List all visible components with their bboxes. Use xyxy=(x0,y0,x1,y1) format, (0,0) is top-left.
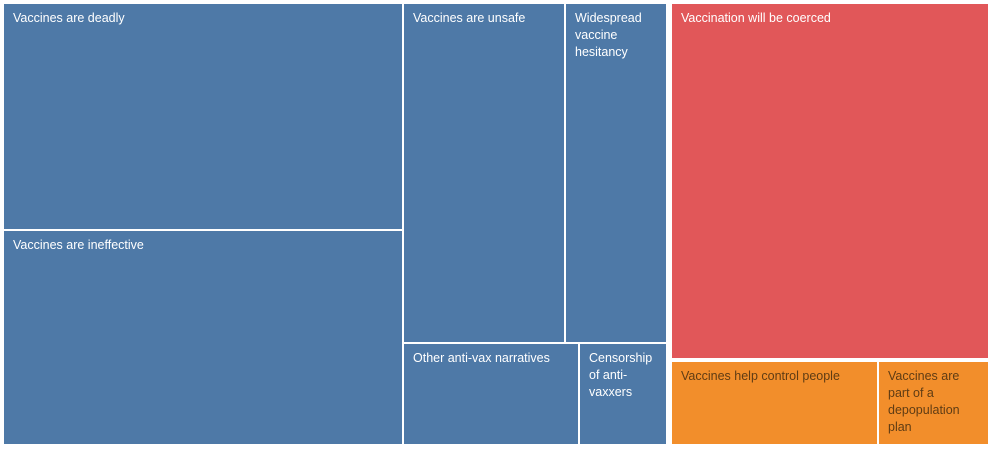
treemap-cell-label: Censorship of anti-vaxxers xyxy=(589,351,653,399)
treemap-cell-vaccines-are-deadly[interactable]: Vaccines are deadly xyxy=(4,4,402,229)
treemap-cell-label: Vaccines are unsafe xyxy=(413,11,526,25)
treemap-cell-label: Widespread vaccine hesitancy xyxy=(575,11,642,59)
treemap-cell-vaccination-will-be-coerced[interactable]: Vaccination will be coerced xyxy=(672,4,988,358)
treemap-cell-vaccines-help-control-people[interactable]: Vaccines help control people xyxy=(672,362,877,444)
treemap-cell-label: Vaccines are part of a depopulation plan xyxy=(888,369,960,434)
treemap-cell-label: Vaccines are deadly xyxy=(13,11,125,25)
treemap-cell-vaccines-are-unsafe[interactable]: Vaccines are unsafe xyxy=(404,4,564,342)
treemap-cell-label: Other anti-vax narratives xyxy=(413,351,550,365)
treemap-cell-label: Vaccination will be coerced xyxy=(681,11,831,25)
treemap-cell-widespread-vaccine-hesitancy[interactable]: Widespread vaccine hesitancy xyxy=(566,4,666,342)
treemap-cell-censorship-of-anti-vaxxers[interactable]: Censorship of anti-vaxxers xyxy=(580,344,666,444)
treemap-cell-other-anti-vax-narratives[interactable]: Other anti-vax narratives xyxy=(404,344,578,444)
treemap-cell-label: Vaccines are ineffective xyxy=(13,238,144,252)
treemap-cell-vaccines-depopulation-plan[interactable]: Vaccines are part of a depopulation plan xyxy=(879,362,988,444)
treemap-cell-label: Vaccines help control people xyxy=(681,369,840,383)
treemap-cell-vaccines-are-ineffective[interactable]: Vaccines are ineffective xyxy=(4,231,402,444)
